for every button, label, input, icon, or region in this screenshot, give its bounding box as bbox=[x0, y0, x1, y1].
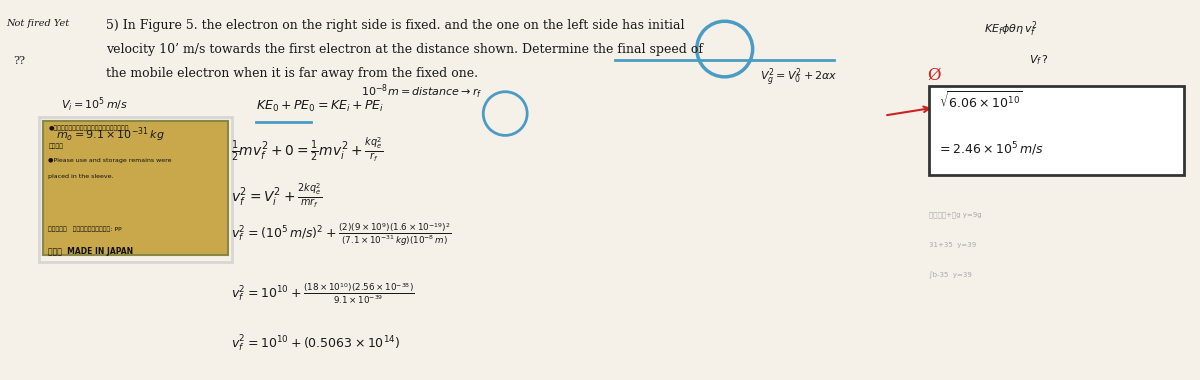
Text: ∫b-35  y=39: ∫b-35 y=39 bbox=[929, 271, 972, 279]
Text: $V_g^2 = V_0^2 + 2\alpha x$: $V_g^2 = V_0^2 + 2\alpha x$ bbox=[760, 67, 838, 89]
Text: $KE_0 + PE_0 = KE_i + PE_i$: $KE_0 + PE_0 = KE_i + PE_i$ bbox=[256, 99, 384, 114]
Text: Ø: Ø bbox=[928, 67, 941, 84]
Text: $= 2.46 \times 10^5\, m/s$: $= 2.46 \times 10^5\, m/s$ bbox=[937, 140, 1044, 158]
Text: 31+35  y=39: 31+35 y=39 bbox=[929, 242, 977, 248]
Text: $\frac{1}{2}mv_f^2 + 0 = \frac{1}{2}mv_i^2 + \frac{kq_e^2}{r_f}$: $\frac{1}{2}mv_f^2 + 0 = \frac{1}{2}mv_i… bbox=[230, 135, 383, 163]
Text: Not fired Yet: Not fired Yet bbox=[6, 19, 70, 28]
Text: $v_f^2 = 10^{10} + (0.5063 \times 10^{14})$: $v_f^2 = 10^{10} + (0.5063 \times 10^{14… bbox=[230, 334, 401, 354]
Text: $\sqrt{6.06 \times 10^{10}}$: $\sqrt{6.06 \times 10^{10}}$ bbox=[940, 91, 1022, 112]
Text: $v_f^2 = 10^{10} + \frac{(18\times10^{10})(2.56\times10^{-38})}{9.1\times10^{-39: $v_f^2 = 10^{10} + \frac{(18\times10^{10… bbox=[230, 281, 414, 306]
Text: ださい。: ださい。 bbox=[48, 143, 64, 149]
Text: ●Please use and storage remains were: ●Please use and storage remains were bbox=[48, 158, 172, 163]
Text: 5) In Figure 5. the electron on the right side is fixed. and the one on the left: 5) In Figure 5. the electron on the righ… bbox=[106, 19, 685, 32]
Text: velocity 10’ m/s towards the first electron at the distance shown. Determine the: velocity 10’ m/s towards the first elect… bbox=[106, 43, 703, 56]
Text: $KE_f\phi\theta\eta\, v_f^2$: $KE_f\phi\theta\eta\, v_f^2$ bbox=[984, 19, 1038, 39]
Text: the mobile electron when it is far away from the fixed one.: the mobile electron when it is far away … bbox=[106, 67, 478, 80]
Text: $10^{-8}m = distance \rightarrow r_f$: $10^{-8}m = distance \rightarrow r_f$ bbox=[360, 83, 482, 101]
Text: ??: ?? bbox=[13, 56, 25, 66]
Text: $V_i = 10^5\, m/s$: $V_i = 10^5\, m/s$ bbox=[61, 96, 128, 114]
Text: $m_o = 9.1 \times 10^{-31}\, kg$: $m_o = 9.1 \times 10^{-31}\, kg$ bbox=[56, 125, 166, 144]
Text: $V_f\,?$: $V_f\,?$ bbox=[1030, 53, 1049, 67]
Text: $v_f^2 = V_i^2 + \frac{2kq_e^2}{mr_f}$: $v_f^2 = V_i^2 + \frac{2kq_e^2}{mr_f}$ bbox=[230, 182, 323, 210]
FancyBboxPatch shape bbox=[43, 120, 228, 255]
Text: placed in the sleeve.: placed in the sleeve. bbox=[48, 174, 114, 179]
Text: 日本製  MADE IN JAPAN: 日本製 MADE IN JAPAN bbox=[48, 247, 133, 256]
Text: ●このスリーブに入れたまま使用・保管してく: ●このスリーブに入れたまま使用・保管してく bbox=[48, 125, 128, 131]
Text: 紙スリープ   プラスチックフィルム: PP: 紙スリープ プラスチックフィルム: PP bbox=[48, 227, 122, 232]
Text: $v_f^2 = (10^5\,m/s)^2 + \frac{(2)(9\times10^9)(1.6\times10^{-19})^2}{(7.1\times: $v_f^2 = (10^5\,m/s)^2 + \frac{(2)(9\tim… bbox=[230, 222, 451, 248]
Text: 此方は注+おg y=9g: 此方は注+おg y=9g bbox=[929, 212, 982, 218]
Bar bbox=[929, 86, 1183, 175]
